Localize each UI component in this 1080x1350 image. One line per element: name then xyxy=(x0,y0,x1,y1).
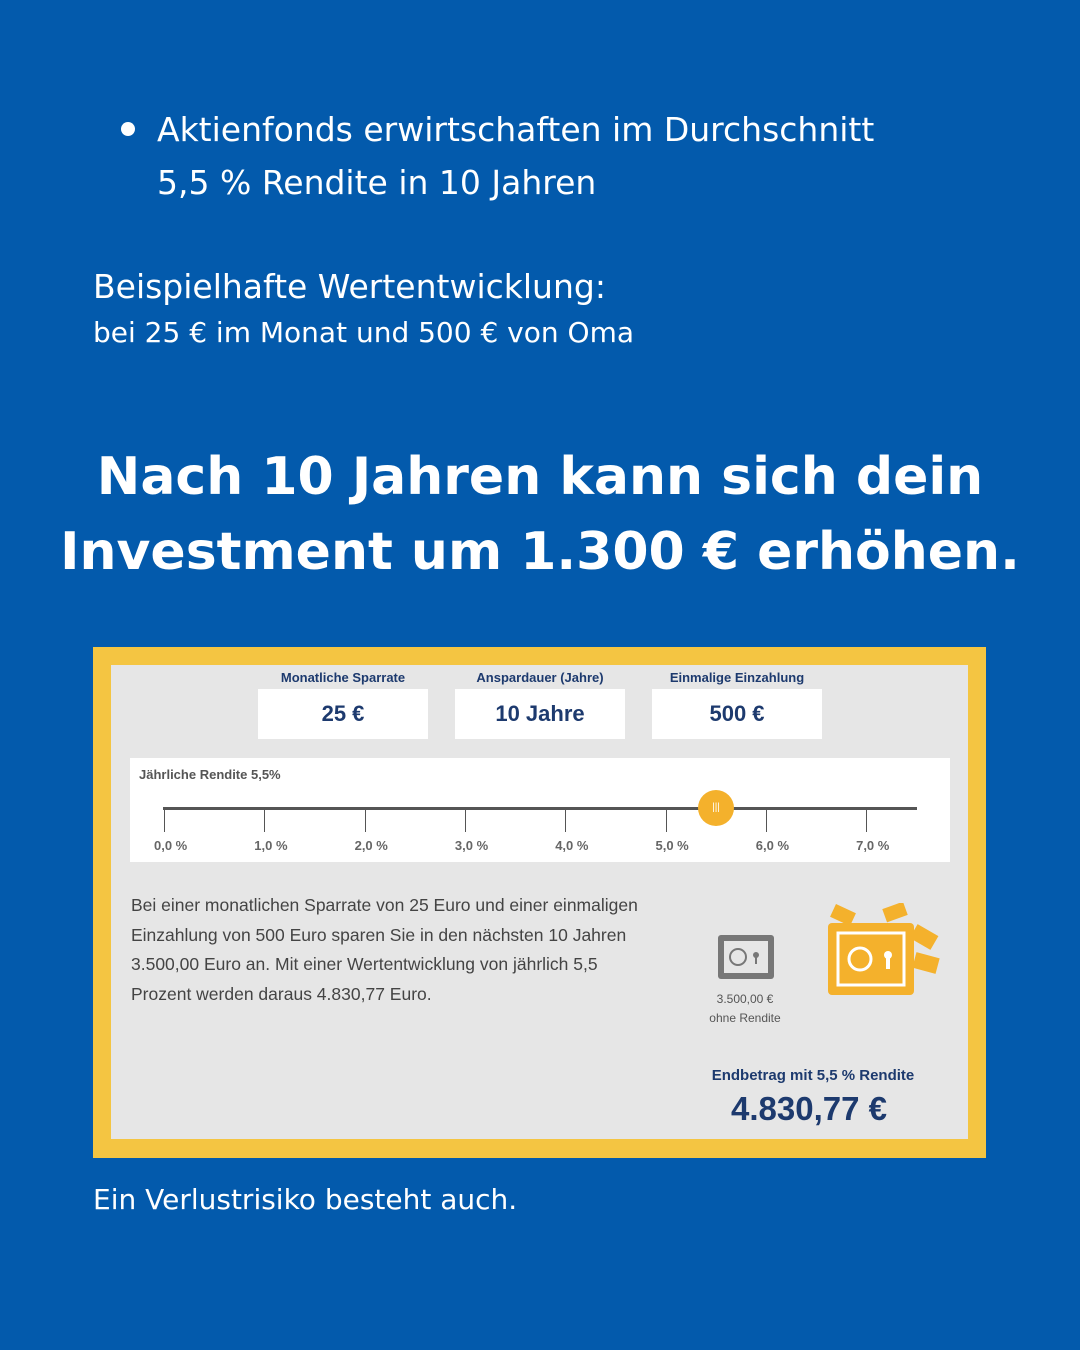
bullet-text: 5,5 % Rendite in 10 Jahren xyxy=(157,163,597,202)
description-line: Prozent werden daraus 4.830,77 Euro. xyxy=(131,983,432,1004)
bullet-dot xyxy=(121,122,135,136)
result-value: 4.830,77 € xyxy=(731,1090,887,1127)
description-line: Bei einer monatlichen Sparrate von 25 Eu… xyxy=(131,895,638,915)
headline: Investment um 1.300 € erhöhen. xyxy=(60,522,1020,582)
field-label: Monatliche Sparrate xyxy=(280,670,406,685)
field-label: Anspardauer (Jahre) xyxy=(476,670,604,685)
slider-tick xyxy=(866,810,868,832)
slider-tick-label: 7,0 % xyxy=(856,838,890,853)
slider-tick-label: 2,0 % xyxy=(354,838,388,853)
slider-tick-label: 4,0 % xyxy=(555,838,589,853)
bullet-text: Aktienfonds erwirtschaften im Durchschni… xyxy=(157,110,875,149)
slider-tick xyxy=(464,810,466,832)
safe-icon xyxy=(718,935,774,979)
no-return-value: 3.500,00 € xyxy=(716,992,774,1006)
slider-tick-label: 0,0 % xyxy=(154,838,188,853)
field-value[interactable]: 500 € xyxy=(652,689,822,739)
slider-tick-label: 5,0 % xyxy=(655,838,689,853)
slider-label: Jährliche Rendite 5,5% xyxy=(139,767,281,782)
no-return-label: ohne Rendite xyxy=(709,1011,781,1025)
calculator-panel xyxy=(111,665,968,1139)
slider-tick xyxy=(264,810,266,832)
slider-tick xyxy=(665,810,667,832)
headline: Nach 10 Jahren kann sich dein xyxy=(96,447,984,507)
heading: Beispielhafte Wertentwicklung: xyxy=(93,267,606,306)
slider-panel xyxy=(130,758,950,862)
subheading: bei 25 € im Monat und 500 € von Oma xyxy=(93,316,634,349)
description-line: Einzahlung von 500 Euro sparen Sie in de… xyxy=(131,924,627,945)
field-value[interactable]: 10 Jahre xyxy=(455,689,625,739)
safe-money-icon xyxy=(828,903,940,995)
slider-tick-label: 1,0 % xyxy=(254,838,288,853)
slider-tick xyxy=(565,810,567,832)
slider-tick-label: 3,0 % xyxy=(454,838,489,853)
field-value[interactable]: 25 € xyxy=(258,689,428,739)
result-label: Endbetrag mit 5,5 % Rendite xyxy=(711,1067,915,1084)
slider-thumb[interactable]: ||| xyxy=(698,790,734,826)
description-line: 3.500,00 Euro an. Mit einer Wertentwickl… xyxy=(131,954,598,975)
description: Bei einer monatlichen Sparrate von 25 Eu… xyxy=(131,891,638,1009)
slider-tick xyxy=(364,810,366,832)
slider-tick-label: 6,0 % xyxy=(755,838,790,853)
slider-tick xyxy=(164,810,165,832)
slider-track xyxy=(163,807,917,810)
footer: Ein Verlustrisiko besteht auch. xyxy=(93,1183,518,1216)
slider-tick xyxy=(765,810,767,832)
field-label: Einmalige Einzahlung xyxy=(669,670,805,685)
